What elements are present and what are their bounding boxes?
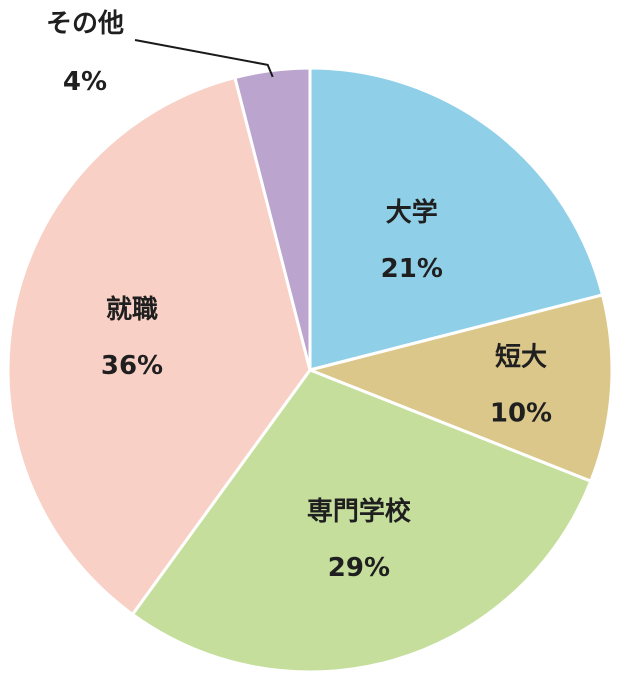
pie-slice-3	[130, 368, 593, 674]
slice-label-2: 短大	[495, 342, 547, 372]
slice-label-4: 就職	[106, 295, 158, 325]
slice-value-label-5: 4%	[63, 67, 107, 97]
slice-label-1: 大学	[386, 197, 438, 228]
pie-slice-5	[233, 66, 312, 372]
slice-value-label-2: 10%	[490, 398, 552, 428]
slice-label-3: 専門学校	[307, 496, 412, 527]
slice-value-label-3: 29%	[328, 553, 390, 583]
pie-slice-1	[308, 66, 605, 372]
slice-value-label-4: 36%	[101, 351, 163, 381]
pie-slice-4	[6, 75, 312, 616]
pie-slice-2	[308, 293, 614, 483]
slice-label-5: その他	[46, 9, 124, 39]
slices-layer	[6, 66, 614, 674]
labels-layer: 大学 21% 短大 10% 専門学校 29% 就職 36% その他 4%	[46, 9, 552, 583]
leader-line-5	[134, 39, 274, 78]
slice-value-label-1: 21%	[381, 254, 443, 284]
